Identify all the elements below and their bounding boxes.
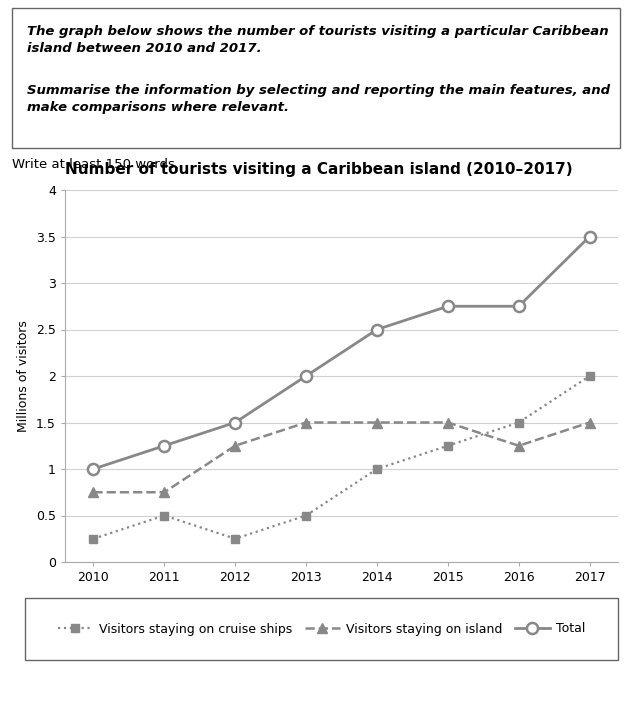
FancyBboxPatch shape [25, 598, 618, 660]
Text: Summarise the information by selecting and reporting the main features, and
make: Summarise the information by selecting a… [27, 84, 610, 114]
Text: The graph below shows the number of tourists visiting a particular Caribbean
isl: The graph below shows the number of tour… [27, 25, 609, 55]
Text: Write at least 150 words.: Write at least 150 words. [12, 158, 179, 171]
FancyBboxPatch shape [12, 8, 620, 148]
Legend: Visitors staying on cruise ships, Visitors staying on island, Total: Visitors staying on cruise ships, Visito… [53, 618, 590, 641]
Y-axis label: Millions of visitors: Millions of visitors [17, 320, 31, 432]
Text: Number of tourists visiting a Caribbean island (2010–2017): Number of tourists visiting a Caribbean … [65, 162, 572, 177]
